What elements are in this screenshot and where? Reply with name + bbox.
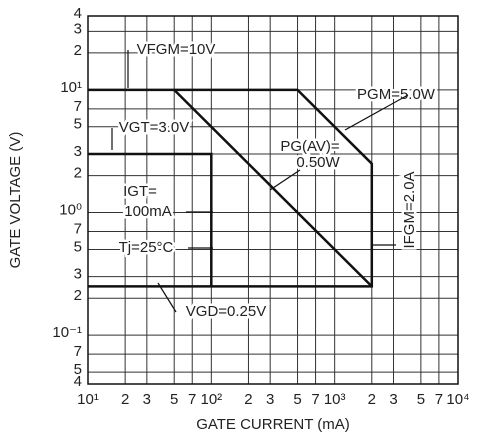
x-tick-label: 2 <box>244 391 252 408</box>
leader-line <box>269 169 301 191</box>
boundary-line <box>88 88 374 288</box>
y-tick-label: 3 <box>74 266 82 283</box>
annotation: Tj=25°C <box>119 239 174 256</box>
y-tick-label: 3 <box>74 143 82 160</box>
x-tick-label: 5 <box>293 391 301 408</box>
y-tick-label: 4 <box>74 373 82 390</box>
y-tick-label: 10⁻¹ <box>52 324 82 341</box>
y-tick-label: 7 <box>74 98 82 115</box>
annotation: VGD=0.25V <box>186 303 266 320</box>
x-tick-label: 7 <box>188 391 196 408</box>
annotation: PG(AV)= <box>280 138 340 155</box>
x-tick-label: 2 <box>368 391 376 408</box>
y-tick-label: 5 <box>74 116 82 133</box>
x-tick-label: 2 <box>121 391 129 408</box>
x-tick-label: 10³ <box>324 391 346 408</box>
x-tick-label: 5 <box>170 391 178 408</box>
x-tick-label: 5 <box>417 391 425 408</box>
annotation: PGM=5.0W <box>357 86 436 103</box>
annotation: IGT= <box>123 183 157 200</box>
annotation: VGT=3.0V <box>119 119 189 136</box>
y-tick-label: 4 <box>74 5 82 22</box>
annotation: IFGM=2.0A <box>401 171 418 248</box>
plot-frame <box>87 15 459 385</box>
annotation: 100mA <box>124 203 172 220</box>
boundary-line <box>88 152 213 287</box>
y-tick-label: 5 <box>74 361 82 378</box>
leader-line <box>344 94 409 131</box>
y-tick-label: 10¹ <box>60 79 82 96</box>
x-tick-label: 10¹ <box>77 391 99 408</box>
y-tick-label: 2 <box>74 42 82 59</box>
x-tick-label: 3 <box>389 391 397 408</box>
y-tick-label: 2 <box>74 287 82 304</box>
y-tick-label: 5 <box>74 238 82 255</box>
y-tick-label: 7 <box>74 343 82 360</box>
x-tick-label: 10² <box>200 391 222 408</box>
annotation: VFGM=10V <box>137 41 216 58</box>
y-tick-label: 2 <box>74 165 82 182</box>
y-axis-label: GATE VOLTAGE (V) <box>7 132 24 269</box>
x-tick-label: 7 <box>311 391 319 408</box>
annotation: 0.50W <box>296 154 340 171</box>
x-tick-label: 10⁴ <box>446 391 469 408</box>
y-tick-label: 3 <box>74 20 82 37</box>
x-axis-label: GATE CURRENT (mA) <box>196 416 350 433</box>
leader-line <box>157 282 177 313</box>
x-tick-label: 7 <box>435 391 443 408</box>
x-tick-label: 3 <box>266 391 274 408</box>
x-tick-label: 3 <box>143 391 151 408</box>
y-tick-label: 7 <box>74 220 82 237</box>
y-tick-label: 10⁰ <box>59 201 82 218</box>
